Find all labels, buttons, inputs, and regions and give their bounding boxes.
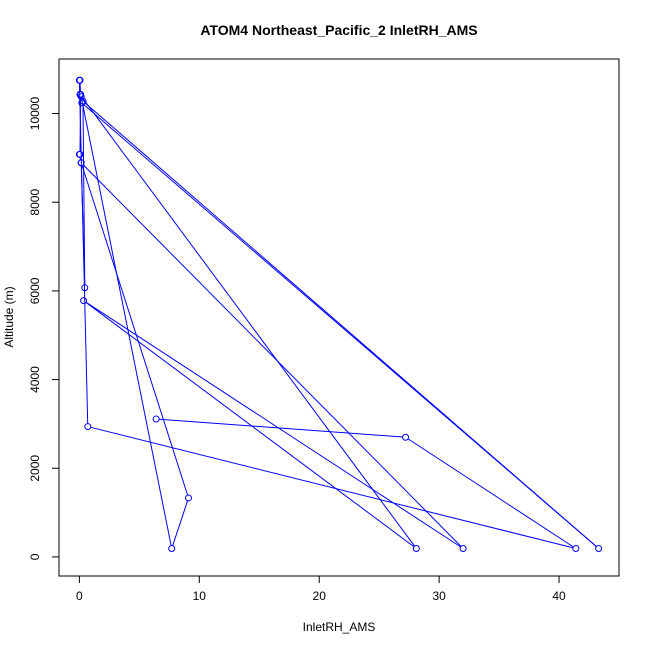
y-axis-label: Altitude (m) — [2, 286, 16, 347]
data-point — [185, 494, 193, 502]
x-tick-label: 10 — [193, 589, 207, 603]
data-point — [402, 433, 410, 441]
x-tick-label: 40 — [552, 589, 566, 603]
y-axis: 0 2000 4000 6000 8000 10000 — [28, 97, 60, 560]
data-point — [84, 423, 92, 431]
data-point — [168, 545, 176, 553]
data-point — [79, 97, 87, 105]
series-segment — [172, 500, 189, 546]
data-point — [76, 150, 84, 158]
y-tick-label: 2000 — [28, 455, 42, 482]
series-segment — [78, 83, 89, 424]
y-tick-label: 0 — [28, 553, 42, 560]
data-point — [78, 99, 86, 107]
x-tick-label: 0 — [76, 589, 83, 603]
series-lines — [78, 83, 597, 549]
series-segment — [81, 99, 172, 546]
y-tick-label: 4000 — [28, 366, 42, 393]
data-point — [76, 90, 84, 98]
plot-frame — [58, 58, 620, 577]
series-segment — [82, 104, 86, 285]
x-tick-label: 30 — [432, 589, 446, 603]
series-segment — [82, 164, 462, 547]
data-point — [77, 159, 85, 167]
data-point — [75, 76, 83, 84]
y-tick-label: 6000 — [28, 277, 42, 304]
y-tick-label: 10000 — [28, 97, 42, 131]
data-point — [459, 545, 467, 553]
series-segment — [407, 438, 574, 548]
series-segment — [84, 102, 597, 547]
data-point — [80, 297, 88, 305]
series-segment — [81, 165, 189, 496]
x-tick-label: 20 — [313, 589, 327, 603]
series-segment — [85, 302, 415, 548]
series-segment — [81, 96, 415, 547]
data-point — [572, 545, 580, 553]
series-segment — [159, 418, 403, 438]
chart-title: ATOM4 Northeast_Pacific_2 InletRH_AMS — [200, 22, 477, 38]
x-axis-label: InletRH_AMS — [303, 620, 376, 634]
data-point — [412, 545, 420, 553]
data-point — [152, 415, 160, 423]
x-axis: 0 10 20 30 40 — [76, 575, 566, 603]
series-segment — [85, 301, 461, 548]
y-tick-label: 8000 — [28, 189, 42, 216]
data-point — [81, 284, 89, 292]
series-points — [75, 76, 603, 553]
data-point — [595, 545, 603, 553]
series-segment — [90, 426, 574, 549]
